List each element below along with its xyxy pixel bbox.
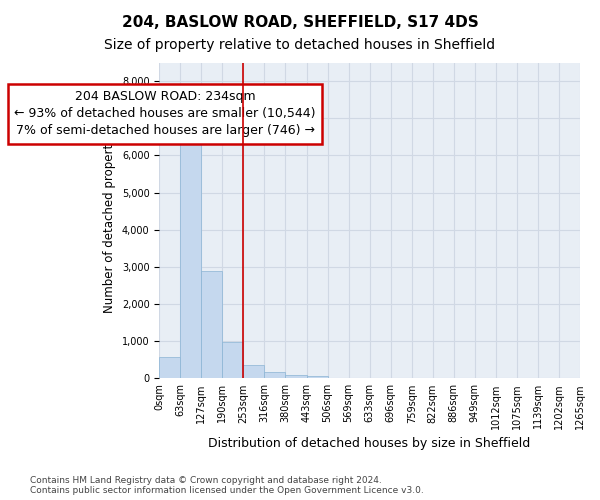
Bar (180, 140, 202, 378)
Y-axis label: Number of detached properties: Number of detached properties (103, 128, 116, 314)
Text: 204 BASLOW ROAD: 234sqm
← 93% of detached houses are smaller (10,544)
7% of semi: 204 BASLOW ROAD: 234sqm ← 93% of detache… (14, 90, 316, 138)
Text: Size of property relative to detached houses in Sheffield: Size of property relative to detached ho… (104, 38, 496, 52)
Bar (202, 270, 223, 378)
Text: Contains HM Land Registry data © Crown copyright and database right 2024.
Contai: Contains HM Land Registry data © Crown c… (30, 476, 424, 495)
Bar (265, 372, 286, 378)
Bar (307, 376, 328, 378)
Text: 204, BASLOW ROAD, SHEFFIELD, S17 4DS: 204, BASLOW ROAD, SHEFFIELD, S17 4DS (122, 15, 478, 30)
Bar (223, 342, 244, 378)
X-axis label: Distribution of detached houses by size in Sheffield: Distribution of detached houses by size … (208, 437, 531, 450)
Bar (159, 358, 180, 378)
Bar (244, 366, 265, 378)
Bar (286, 374, 307, 378)
